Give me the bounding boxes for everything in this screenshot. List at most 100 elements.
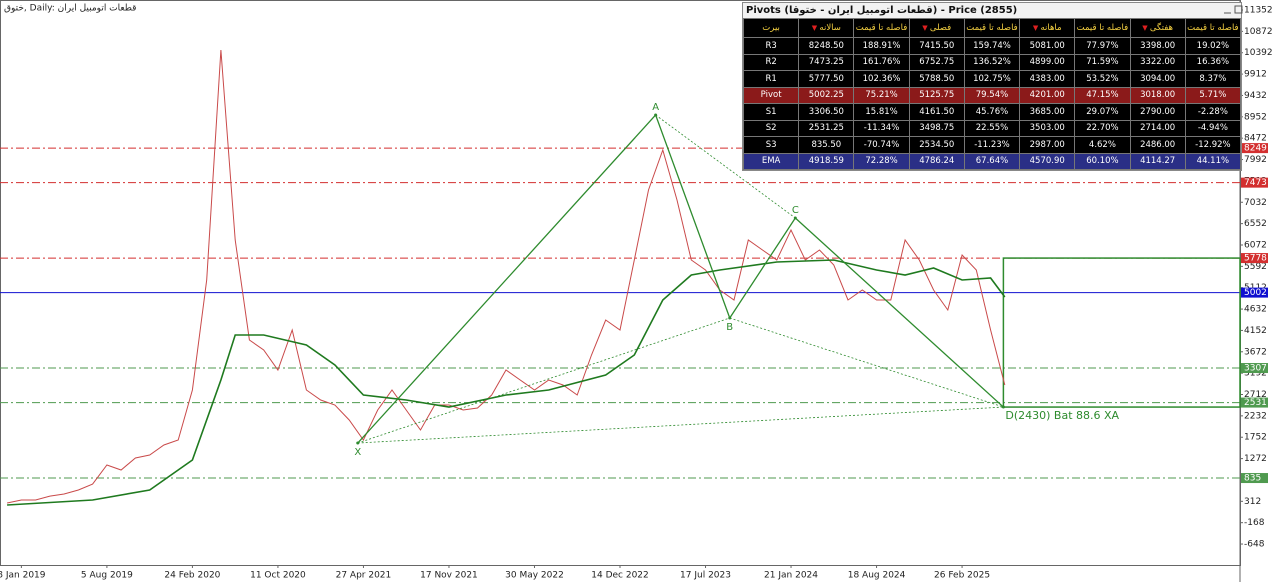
y-tick-label: 2712 — [1244, 390, 1267, 400]
table-cell: 3685.00 — [1019, 103, 1076, 121]
pattern-line — [655, 114, 731, 319]
series-line — [7, 259, 1006, 506]
y-tick-label: 8472 — [1244, 134, 1267, 144]
table-cell: 5.71% — [1184, 86, 1242, 104]
x-tick-label: 5 Aug 2019 — [81, 571, 133, 581]
table-cell: R2 — [742, 53, 800, 71]
table-cell: 3498.75 — [908, 119, 965, 137]
x-tick-label: 8 Jan 2019 — [0, 571, 46, 581]
header-text: هفتگی — [1149, 23, 1174, 33]
level-label: 7473 — [1244, 178, 1267, 188]
table-cell: 3503.00 — [1019, 119, 1076, 137]
level-label-bg — [1241, 143, 1268, 154]
header-text: فاصله تا قیمت — [1076, 23, 1129, 33]
y-tick-label: 7032 — [1244, 198, 1267, 208]
table-cell: R3 — [742, 37, 800, 55]
x-tick-label: 30 May 2022 — [505, 571, 564, 581]
table-cell: 5777.50 — [798, 70, 855, 88]
level-label-bg — [1241, 287, 1268, 298]
table-cell: Pivot — [742, 86, 800, 104]
pattern-label: D(2430) Bat 88.6 XA — [1005, 409, 1119, 422]
table-cell: 2534.50 — [908, 136, 965, 154]
table-cell: 3094.00 — [1129, 70, 1186, 88]
table-row: S3 835.50 -70.74% 2534.50 -11.23% 2987.00 4.62… — [742, 136, 1242, 154]
table-cell: 22.55% — [963, 119, 1021, 137]
header-cell: فاصله تا قیمت — [853, 18, 910, 38]
pivot-table: Pivots (قطعات اتومبیل ایران - ختوقا) - P… — [742, 2, 1242, 171]
x-tick-label: 26 Feb 2025 — [934, 571, 990, 581]
table-cell: -11.23% — [963, 136, 1021, 154]
table-cell: 22.70% — [1074, 119, 1131, 137]
y-tick-label: 9912 — [1244, 70, 1267, 80]
table-cell: 53.52% — [1074, 70, 1131, 88]
table-cell: 15.81% — [853, 103, 910, 121]
table-cell: 45.76% — [963, 103, 1021, 121]
header-text: بیرت — [762, 23, 780, 33]
x-tick-label: 21 Jan 2024 — [764, 571, 818, 581]
table-cell: 3322.00 — [1129, 53, 1186, 71]
table-cell: 4918.59 — [798, 152, 855, 170]
y-tick-label: 4152 — [1244, 326, 1267, 336]
level-label-bg — [1241, 253, 1268, 264]
y-tick-label: 11352 — [1244, 6, 1273, 16]
level-label: 5778 — [1244, 254, 1267, 264]
table-row: S1 3306.50 15.81% 4161.50 45.76% 3685.00 29.07… — [742, 103, 1242, 121]
table-cell: 835.50 — [798, 136, 855, 154]
header-row: بیرت ▼ سالانه فاصله تا قیمت ▼ فصلی فاصله تا … — [742, 18, 1242, 38]
table-cell: 72.28% — [853, 152, 910, 170]
level-label: 2531 — [1244, 398, 1267, 408]
pattern-point — [793, 216, 797, 220]
header-cell: بیرت — [742, 18, 800, 38]
table-cell: -12.92% — [1184, 136, 1242, 154]
table-cell: 8248.50 — [798, 37, 855, 55]
table-cell: 3018.00 — [1129, 86, 1186, 104]
x-tick-label: 14 Dec 2022 — [591, 571, 649, 581]
pattern-line — [729, 217, 796, 319]
level-label: 5002 — [1244, 288, 1267, 298]
sort-icon: ▼ — [1032, 24, 1041, 32]
header-cell: ▼ سالانه — [798, 18, 855, 38]
sort-icon: ▼ — [922, 24, 930, 32]
series-line — [6, 49, 1006, 504]
pattern-point — [654, 113, 658, 117]
table-cell: 5788.50 — [908, 70, 965, 88]
table-cell: S1 — [742, 103, 800, 121]
table-cell: 188.91% — [853, 37, 910, 55]
y-tick-label: 2232 — [1244, 411, 1267, 421]
window-buttons[interactable] — [1222, 4, 1262, 16]
table-cell: 5081.00 — [1019, 37, 1076, 55]
table-row: Pivot 5002.25 75.21% 5125.75 79.54% 4201.00 47… — [742, 86, 1242, 104]
header-cell: ▼ فصلی — [908, 18, 965, 38]
table-cell: 102.75% — [963, 70, 1021, 88]
table-row: S2 2531.25 -11.34% 3498.75 22.55% 3503.00 22.7… — [742, 119, 1242, 137]
pattern-dotted-line — [655, 114, 796, 219]
level-label-bg — [1241, 473, 1268, 484]
header-cell: ▼ هفتگی — [1129, 18, 1186, 38]
header-text: فاصله تا قیمت — [1187, 23, 1239, 33]
pattern-line — [357, 114, 657, 444]
x-tick-label: 17 Nov 2021 — [420, 571, 478, 581]
table-cell: 4.62% — [1074, 136, 1131, 154]
x-tick-label: 18 Aug 2024 — [848, 571, 906, 581]
table-cell: 2790.00 — [1129, 103, 1186, 121]
table-cell: 3306.50 — [798, 103, 855, 121]
y-tick-label: 312 — [1244, 497, 1261, 507]
header-text: سالانه — [819, 23, 841, 33]
header-text: فصلی — [929, 23, 952, 33]
maximize-button[interactable] — [1234, 5, 1243, 14]
x-tick-label: 17 Jul 2023 — [680, 571, 731, 581]
table-row: EMA 4918.59 72.28% 4786.24 67.64% 4570.90 60.1… — [742, 152, 1242, 170]
level-label: 835 — [1244, 474, 1261, 484]
pattern-label: A — [652, 102, 659, 113]
table-cell: 2486.00 — [1129, 136, 1186, 154]
table-cell: 7473.25 — [798, 53, 855, 71]
table-cell: 4161.50 — [908, 103, 965, 121]
y-tick-label: -648 — [1244, 540, 1265, 550]
y-tick-label: 5592 — [1244, 262, 1267, 272]
table-cell: 29.07% — [1074, 103, 1131, 121]
y-tick-label: -168 — [1244, 518, 1265, 528]
table-cell: -11.34% — [853, 119, 910, 137]
table-cell: EMA — [742, 152, 800, 170]
table-cell: S3 — [742, 136, 800, 154]
